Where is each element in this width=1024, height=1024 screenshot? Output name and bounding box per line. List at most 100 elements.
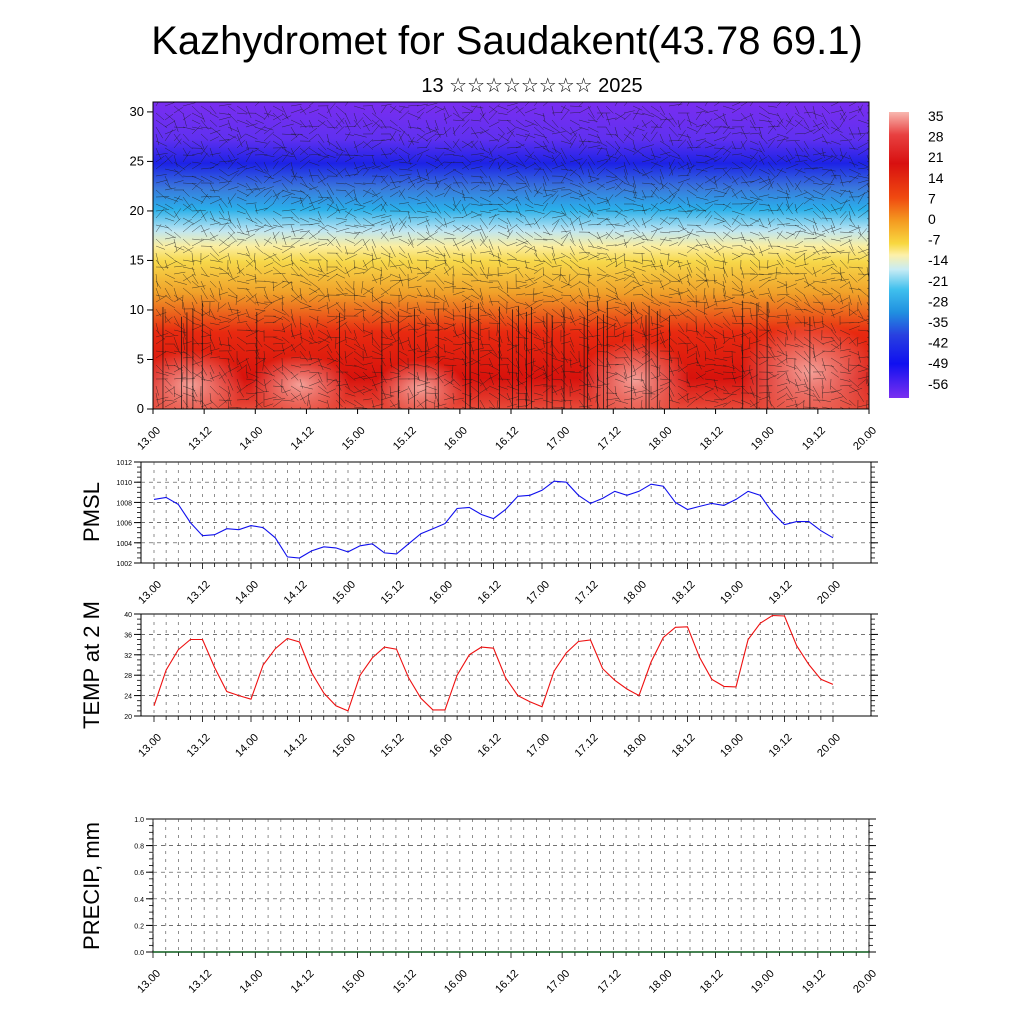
wind-barb bbox=[794, 364, 802, 374]
wind-barb bbox=[812, 321, 824, 324]
wind-barb bbox=[713, 357, 728, 361]
warm-core bbox=[375, 360, 465, 409]
wind-barb bbox=[812, 406, 817, 409]
wind-barb bbox=[740, 245, 753, 252]
wind-barb bbox=[416, 322, 431, 327]
wind-barb bbox=[650, 308, 662, 317]
wind-barb bbox=[542, 168, 550, 181]
wind-barb bbox=[758, 133, 768, 145]
wind-barb bbox=[281, 263, 294, 268]
wind-barb bbox=[803, 343, 815, 350]
wind-barb bbox=[767, 168, 776, 178]
wind-barb bbox=[767, 125, 781, 128]
wind-barb bbox=[479, 203, 493, 205]
wind-barb bbox=[398, 364, 410, 369]
wind-barb bbox=[677, 196, 686, 204]
wind-barb bbox=[452, 203, 462, 214]
wind-barb bbox=[587, 175, 600, 180]
wind-barb bbox=[704, 357, 715, 361]
wind-barb bbox=[614, 301, 627, 306]
wind-barb bbox=[209, 374, 220, 380]
wind-barb bbox=[164, 329, 175, 336]
wind-barb bbox=[596, 273, 610, 277]
wind-barb bbox=[587, 105, 595, 118]
wind-barb bbox=[640, 399, 643, 409]
wind-barb bbox=[470, 359, 481, 366]
wind-barb bbox=[272, 336, 283, 341]
wind-barb bbox=[263, 238, 273, 244]
wind-barb bbox=[632, 231, 645, 241]
wind-barb bbox=[551, 126, 560, 133]
wind-barb bbox=[848, 363, 860, 373]
wind-barb bbox=[812, 378, 825, 380]
wind-barb bbox=[353, 322, 363, 332]
wind-barb bbox=[632, 124, 639, 135]
wind-barb bbox=[560, 110, 570, 121]
wind-barb bbox=[272, 217, 283, 227]
wind-barb bbox=[767, 175, 773, 189]
wind-barb bbox=[227, 385, 231, 397]
wind-barb bbox=[677, 273, 683, 285]
wind-barb bbox=[785, 231, 795, 236]
wind-barb bbox=[443, 379, 455, 387]
wind-barb bbox=[416, 168, 422, 182]
wind-barb bbox=[569, 315, 576, 326]
wind-barb bbox=[749, 218, 761, 226]
wind-barb bbox=[272, 308, 286, 316]
wind-barb bbox=[263, 224, 274, 228]
wind-barb bbox=[398, 287, 403, 300]
wind-barb bbox=[839, 378, 851, 382]
wind-barb bbox=[263, 302, 273, 310]
wind-barb bbox=[704, 118, 713, 128]
wind-barb bbox=[281, 112, 289, 120]
wind-barb bbox=[614, 210, 628, 218]
wind-barb bbox=[479, 287, 484, 301]
wind-barb bbox=[515, 140, 525, 147]
wind-barb bbox=[587, 224, 601, 226]
wind-barb bbox=[281, 140, 287, 153]
wind-barb bbox=[506, 195, 518, 205]
wind-barb bbox=[551, 364, 564, 373]
wind-barb bbox=[245, 123, 258, 128]
wind-barb bbox=[245, 252, 253, 261]
wind-barb bbox=[587, 161, 595, 175]
wind-barb bbox=[533, 397, 544, 401]
wind-barb bbox=[857, 175, 869, 179]
wind-barb bbox=[515, 378, 524, 385]
wind-barb bbox=[173, 208, 182, 219]
wind-barb bbox=[263, 280, 278, 284]
wind-barb bbox=[614, 188, 626, 198]
wind-barb bbox=[245, 149, 254, 163]
wind-barb bbox=[371, 399, 375, 409]
wind-barb bbox=[236, 378, 242, 391]
wind-barb bbox=[587, 119, 598, 122]
wind-barb bbox=[659, 280, 665, 290]
wind-barb bbox=[767, 112, 779, 116]
wind-barb bbox=[425, 364, 437, 371]
wind-barb bbox=[623, 371, 627, 381]
wind-barb bbox=[596, 245, 609, 251]
wind-barb bbox=[776, 133, 789, 139]
wind-barb bbox=[686, 300, 700, 303]
wind-barb bbox=[425, 210, 437, 214]
wind-barb bbox=[200, 145, 208, 156]
wind-barb bbox=[344, 231, 359, 235]
wind-barb bbox=[263, 175, 272, 184]
wind-barb bbox=[650, 371, 659, 381]
wind-barb bbox=[470, 175, 484, 178]
wind-barb bbox=[308, 217, 321, 223]
wind-barb bbox=[596, 233, 608, 240]
wind-barb bbox=[605, 364, 619, 366]
wind-barb bbox=[623, 168, 628, 180]
colorbar-label: -56 bbox=[928, 376, 948, 392]
wind-barb bbox=[173, 168, 184, 178]
x-tick-label: 18.00 bbox=[647, 968, 675, 996]
wind-barb bbox=[182, 150, 191, 163]
wind-barb bbox=[713, 203, 725, 205]
wind-barb bbox=[434, 238, 445, 245]
wind-barb bbox=[398, 133, 405, 146]
wind-barb bbox=[731, 132, 743, 135]
wind-barb bbox=[623, 182, 634, 187]
wind-barb bbox=[191, 119, 201, 125]
y-tick-label: 25 bbox=[130, 153, 144, 168]
